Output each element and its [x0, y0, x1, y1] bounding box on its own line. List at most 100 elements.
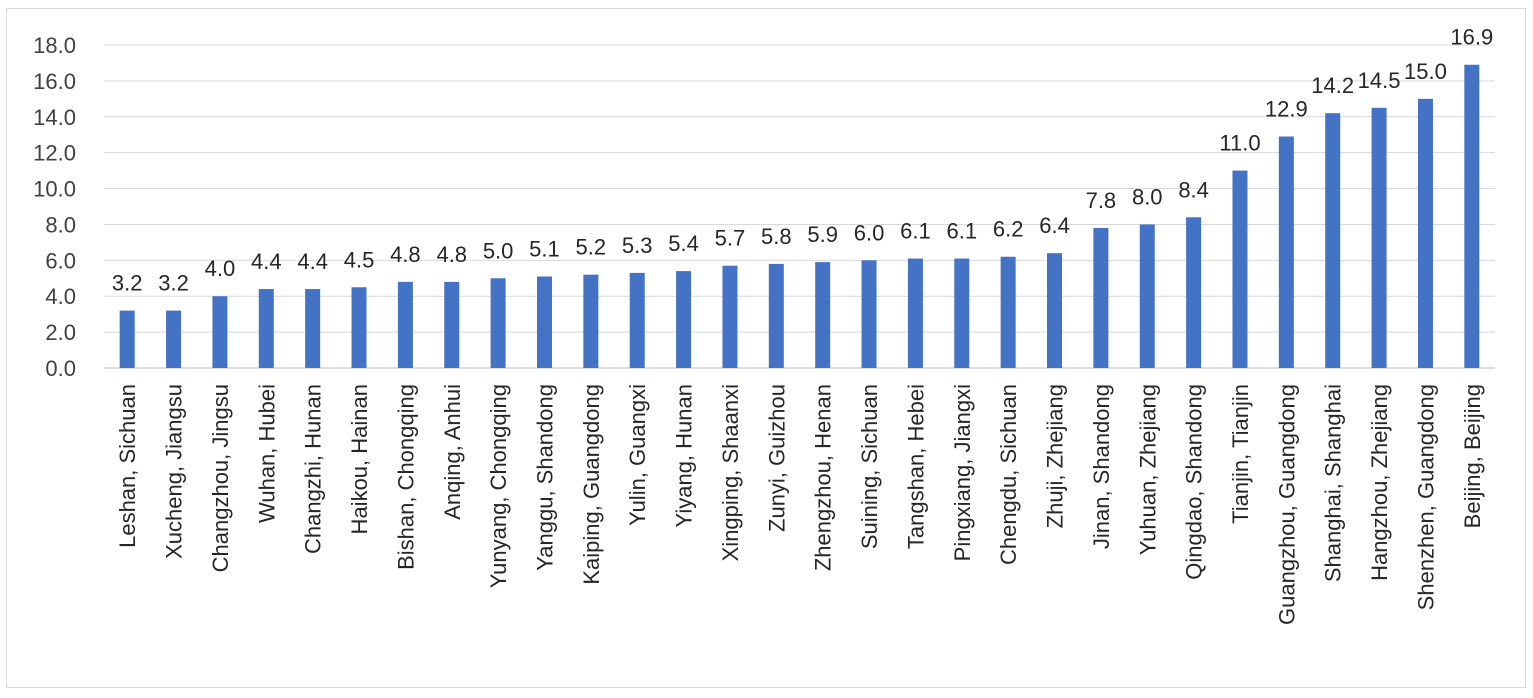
category-label: Suining, Sichuan	[857, 384, 882, 549]
data-labels: 3.2 3.2 4.0 4.4 4.4 4.5 4.8 4.8 5.0 5.1 5.2 5.3 5.4 5…	[112, 25, 1493, 296]
category-label: Tangshan, Hebei	[903, 384, 928, 549]
bar	[1047, 253, 1063, 368]
category-label: Yunyang, Chongqing	[486, 384, 511, 588]
category-label: Xucheng, Jiangsu	[162, 384, 187, 559]
data-label: 8.0	[1132, 184, 1163, 209]
data-label: 12.9	[1265, 97, 1308, 122]
data-label: 6.4	[1039, 213, 1070, 238]
y-axis-ticks: 0.0 2.0 4.0 6.0 8.0 10.0 12.0 14.0 16.0 18.0	[33, 33, 76, 381]
category-label: Shenzhen, Guangdong	[1413, 384, 1438, 610]
category-label: Hangzhou, Zhejiang	[1367, 384, 1392, 581]
y-tick-label: 2.0	[45, 320, 76, 345]
data-label: 8.4	[1178, 177, 1209, 202]
category-label: Bishan, Chongqing	[393, 384, 418, 570]
bar	[1232, 170, 1248, 368]
data-label: 4.8	[436, 242, 467, 267]
data-label: 5.7	[715, 226, 746, 251]
y-tick-label: 16.0	[33, 69, 76, 94]
data-label: 7.8	[1086, 188, 1117, 213]
category-label: Wuhan, Hubei	[254, 384, 279, 523]
category-label: Changzhi, Hunan	[301, 384, 326, 554]
category-label: Tianjin, Tianjin	[1228, 384, 1253, 524]
data-label: 4.4	[297, 249, 328, 274]
bar	[490, 278, 506, 368]
data-label: 14.5	[1358, 68, 1401, 93]
bar	[629, 272, 645, 368]
category-label: Anqing, Anhui	[440, 384, 465, 520]
bar	[536, 276, 552, 368]
data-label: 4.5	[344, 247, 375, 272]
data-label: 5.8	[761, 224, 792, 249]
category-label: Kaiping, Guangdong	[579, 384, 604, 585]
data-label: 5.3	[622, 233, 653, 258]
data-label: 5.1	[529, 236, 560, 261]
y-tick-label: 6.0	[45, 248, 76, 273]
category-label: Zhuji, Zhejiang	[1043, 384, 1068, 528]
data-label: 5.9	[807, 222, 838, 247]
data-label: 15.0	[1404, 59, 1447, 84]
bars	[119, 64, 1480, 369]
data-label: 3.2	[112, 271, 143, 296]
category-label: Yulin, Guangxi	[625, 384, 650, 526]
y-tick-label: 4.0	[45, 284, 76, 309]
y-tick-label: 10.0	[33, 177, 76, 202]
bar	[583, 274, 599, 368]
data-label: 5.2	[576, 235, 607, 260]
category-label: Pingxiang, Jiangxi	[950, 384, 975, 561]
category-label: Guangzhou, Guangdong	[1274, 384, 1299, 625]
data-label: 6.1	[946, 219, 977, 244]
category-label: Haikou, Hainan	[347, 384, 372, 534]
category-label: Qingdao, Shandong	[1182, 384, 1207, 580]
bar	[1371, 107, 1387, 369]
y-tick-label: 8.0	[45, 212, 76, 237]
category-label: Yiyang, Hunan	[672, 384, 697, 528]
bar	[397, 281, 413, 368]
bar	[351, 287, 367, 368]
bar	[166, 310, 182, 368]
data-label: 14.2	[1311, 73, 1354, 98]
gridlines	[104, 44, 1495, 369]
bar	[954, 258, 970, 368]
data-label: 4.4	[251, 249, 282, 274]
category-label: Chengdu, Sichuan	[996, 384, 1021, 565]
y-tick-label: 0.0	[45, 356, 76, 381]
bar	[305, 289, 321, 368]
bar	[1139, 224, 1155, 368]
y-tick-label: 12.0	[33, 141, 76, 166]
data-label: 5.4	[668, 231, 699, 256]
category-label: Beijing, Beijing	[1460, 384, 1485, 528]
data-label: 4.8	[390, 242, 421, 267]
category-label: Jinan, Shandong	[1089, 384, 1114, 549]
bar	[212, 296, 228, 368]
data-label: 11.0	[1219, 131, 1260, 156]
bar	[1093, 228, 1109, 368]
bar	[907, 258, 923, 368]
data-label: 3.2	[158, 271, 189, 296]
bar	[1417, 98, 1433, 368]
bar	[1000, 256, 1016, 368]
category-label: Zunyi, Guizhou	[764, 384, 789, 532]
category-label: Changzhou, Jingsu	[208, 384, 233, 572]
bar	[1325, 113, 1341, 368]
bar	[258, 289, 274, 368]
category-label: Yanggu, Shandong	[532, 384, 557, 571]
category-label: Leshan, Sichuan	[115, 384, 140, 548]
category-label: Xingping, Shaanxi	[718, 384, 743, 561]
data-label: 6.2	[993, 217, 1024, 242]
x-axis-categories: Leshan, Sichuan Xucheng, Jiangsu Changzhou…	[115, 384, 1485, 625]
bar	[676, 271, 692, 368]
bar	[815, 262, 831, 368]
bar	[1464, 64, 1480, 368]
y-tick-label: 18.0	[33, 33, 76, 58]
bar	[768, 263, 784, 368]
category-label: Yuhuan, Zhejiang	[1135, 384, 1160, 555]
category-label: Zhengzhou, Henan	[811, 384, 836, 571]
bar	[722, 265, 738, 368]
y-tick-label: 14.0	[33, 105, 76, 130]
data-label: 5.0	[483, 238, 514, 263]
bar	[119, 310, 135, 368]
category-label: Shanghai, Shanghai	[1321, 384, 1346, 582]
bar	[1278, 136, 1294, 368]
data-label: 4.0	[205, 256, 236, 281]
